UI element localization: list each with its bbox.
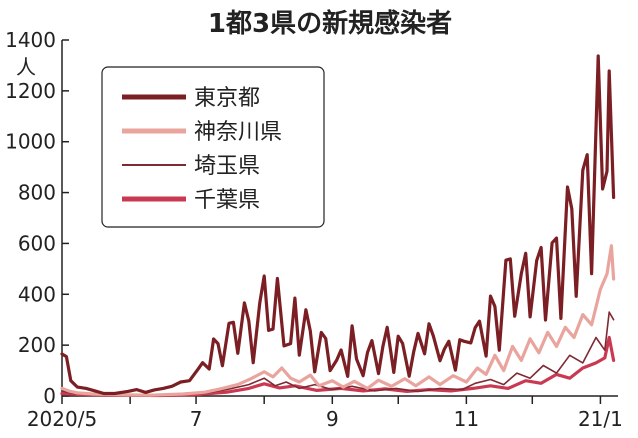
legend-label: 千葉県 bbox=[194, 188, 260, 213]
legend-label: 東京都 bbox=[194, 86, 260, 111]
legend-box bbox=[101, 66, 325, 228]
y-tick-label: 400 bbox=[18, 282, 56, 306]
y-tick-label: 1200 bbox=[5, 79, 56, 103]
legend-label: 埼玉県 bbox=[194, 154, 260, 179]
y-tick-label: 1400 bbox=[5, 28, 56, 52]
y-tick-label: 0 bbox=[43, 384, 56, 408]
y-tick-label: 800 bbox=[18, 181, 56, 205]
series-line-2 bbox=[60, 244, 616, 397]
y-tick-label: 1000 bbox=[5, 130, 56, 154]
series-line-1 bbox=[60, 54, 616, 396]
x-tick-label: 21/1 bbox=[578, 407, 623, 431]
y-axis: 0 200 400 600 800 1000 1200 1400 bbox=[5, 28, 69, 408]
x-tick-label: 2020/5 bbox=[27, 407, 97, 431]
x-tick-label: 11 bbox=[454, 407, 479, 431]
plot-area bbox=[60, 54, 616, 398]
series-line-4 bbox=[60, 335, 616, 398]
x-tick-label: 7 bbox=[190, 407, 203, 431]
x-tick-label: 9 bbox=[326, 407, 339, 431]
x-axis: 2020/5 7 9 11 21/1 bbox=[27, 395, 623, 431]
y-tick-label: 600 bbox=[18, 231, 56, 255]
y-axis-label: 人 bbox=[16, 55, 36, 79]
chart-title: 1都3県の新規感染者 bbox=[208, 8, 452, 39]
y-tick-label: 200 bbox=[18, 333, 56, 357]
legend-label: 神奈川県 bbox=[194, 120, 282, 145]
